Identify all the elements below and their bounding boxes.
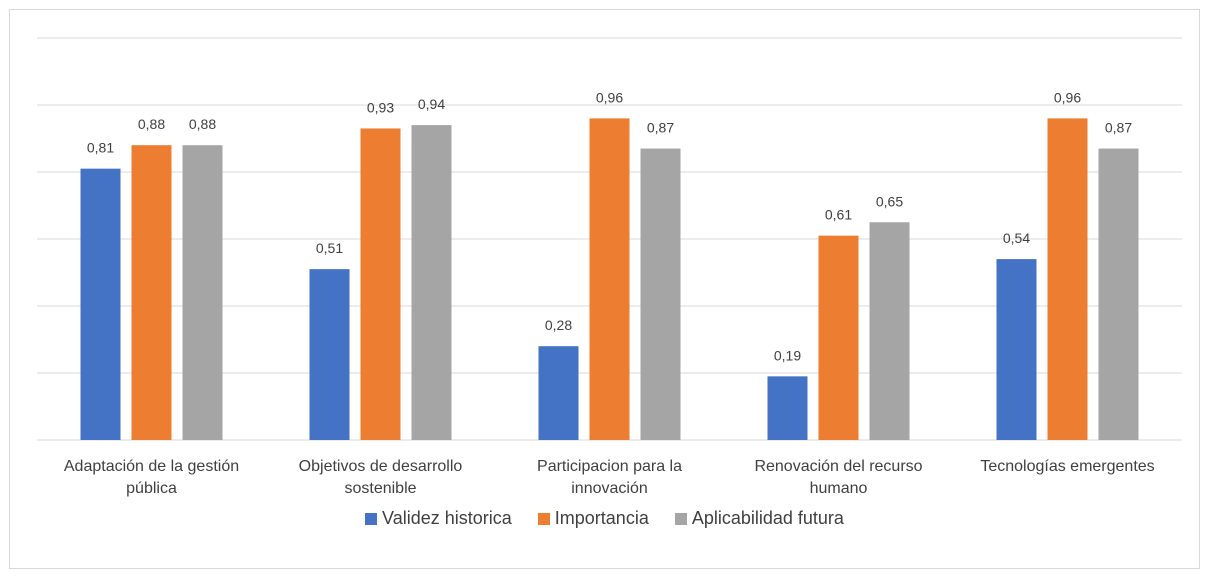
data-label: 0,54 [1003,230,1030,246]
legend-label: Validez historica [382,508,512,528]
data-label: 0,96 [1054,89,1081,105]
chart-border [9,9,1200,569]
data-label: 0,94 [418,96,445,112]
bar [818,235,859,440]
data-label: 0,51 [316,240,343,256]
data-label: 0,88 [189,116,216,132]
legend-swatch [674,512,687,525]
legend-label: Aplicabilidad futura [691,508,844,528]
bar [996,259,1037,440]
bar [309,269,350,440]
bar [1098,148,1139,441]
legend-item: Aplicabilidad futura [674,508,844,529]
legend-swatch [365,512,378,525]
bar [538,346,579,440]
bar [131,145,172,440]
bar [182,145,223,440]
data-label: 0,19 [774,347,801,363]
data-label: 0,81 [87,140,114,156]
bar [1047,118,1088,441]
bar [589,118,630,441]
x-tick-label: Renovación del recurso humano [754,458,923,497]
bar [767,376,808,440]
data-label: 0,28 [545,317,572,333]
legend: Validez historica Importancia Aplicabilida… [0,508,1209,529]
data-label: 0,87 [647,120,674,136]
data-label: 0,93 [367,99,394,115]
x-tick-label: Objetivos de desarrollo sostenible [298,458,463,497]
legend-item: Validez historica [365,508,512,529]
bar [360,128,401,440]
legend-item: Importancia [537,508,649,529]
data-label: 0,96 [596,89,623,105]
legend-swatch [537,512,550,525]
data-label: 0,88 [138,116,165,132]
data-label: 0,87 [1105,120,1132,136]
legend-label: Importancia [554,508,649,528]
x-tick-label: Tecnologías emergentes [980,458,1155,475]
bar [80,168,121,440]
bar [869,222,910,440]
bar [411,125,452,440]
data-label: 0,65 [876,193,903,209]
x-tick-label: Participacion para la innovación [537,458,682,497]
bar [640,148,681,441]
x-tick-label: Adaptación de la gestión pública [63,458,240,497]
data-label: 0,61 [825,207,852,223]
